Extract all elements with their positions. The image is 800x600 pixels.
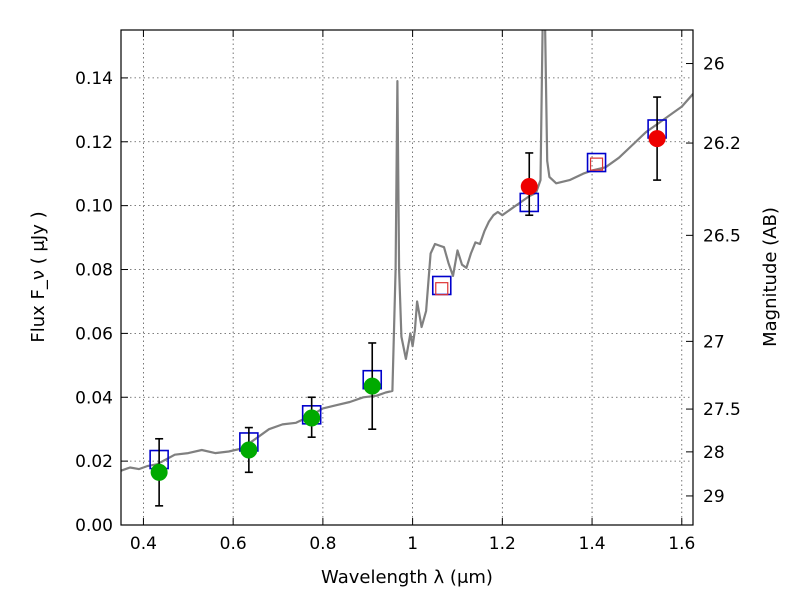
observed-point	[240, 441, 258, 459]
x-tick-label: 1	[407, 534, 418, 554]
right-axis-title: Magnitude (AB)	[760, 207, 781, 347]
model-square-marker-small	[589, 157, 604, 171]
x-tick-label: 1.2	[489, 534, 516, 554]
x-tick-label: 0.6	[220, 534, 247, 554]
plot-frame	[120, 29, 694, 526]
y-tick-label: 0.08	[75, 261, 113, 281]
x-tick-label: 0.8	[309, 534, 336, 554]
observed-point	[150, 463, 168, 481]
y-axis-title: Flux F_ν ( μJy )	[28, 211, 49, 342]
axis-ticks: 0.4 0.6 0.8 1 1.2 1.4 1.6 0.00 0.02 0.04 0.06 0.08 0…	[75, 30, 741, 554]
y-tick-label: 0.14	[75, 69, 113, 89]
observed-point	[648, 130, 666, 148]
y-tick-label: 0.04	[75, 388, 113, 408]
right-tick-label: 26	[703, 55, 725, 75]
x-tick-label: 1.6	[668, 534, 695, 554]
observed-point	[520, 177, 538, 195]
right-tick-label: 26.2	[703, 134, 741, 154]
model-square-marker	[586, 152, 607, 173]
y-tick-label: 0.02	[75, 452, 113, 472]
x-tick-label: 0.4	[130, 534, 157, 554]
spectrum-line	[121, 30, 693, 472]
model-spectrum	[121, 30, 693, 472]
grid-lines	[121, 30, 693, 526]
y-tick-label: 0.00	[75, 516, 113, 536]
right-tick-label: 26.5	[703, 226, 741, 246]
right-tick-label: 29	[703, 487, 725, 507]
x-axis-title: Wavelength λ (μm)	[321, 567, 493, 588]
right-tick-label: 28	[703, 443, 725, 463]
observed-point	[363, 377, 381, 395]
x-tick-label: 1.4	[579, 534, 606, 554]
right-tick-label: 27.5	[703, 400, 741, 420]
y-tick-label: 0.06	[75, 324, 113, 344]
model-square-marker-small	[435, 282, 449, 296]
y-tick-label: 0.12	[75, 133, 113, 153]
y-tick-label: 0.10	[75, 197, 113, 217]
data-markers	[149, 96, 667, 507]
right-tick-label: 27	[703, 332, 725, 352]
observed-point	[303, 409, 321, 427]
plot-background	[121, 30, 693, 525]
